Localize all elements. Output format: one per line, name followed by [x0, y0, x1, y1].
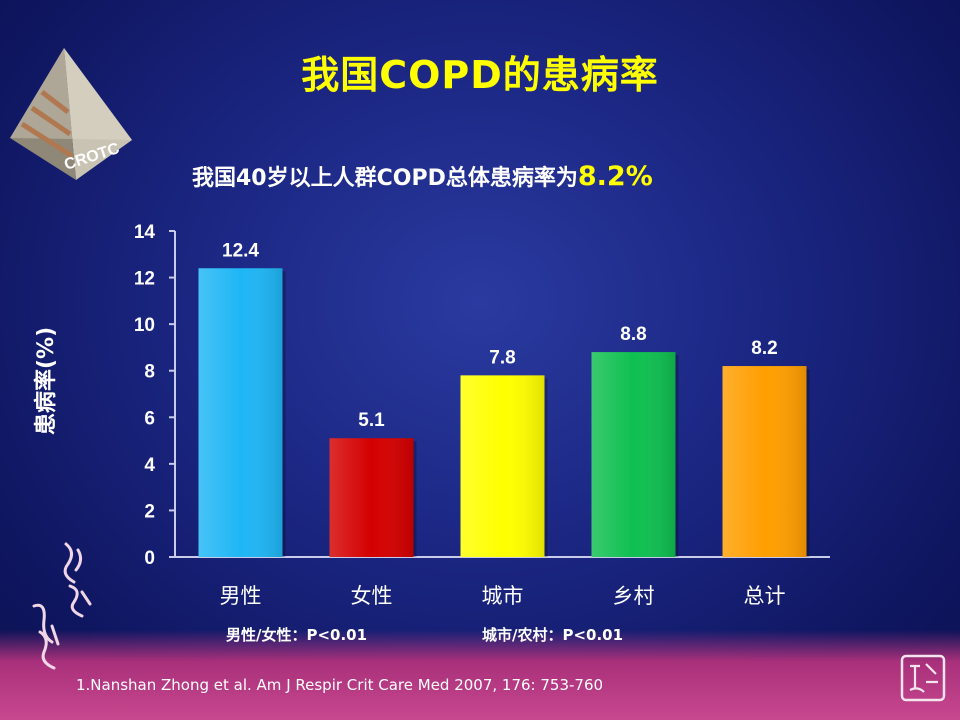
data-label: 7.8	[489, 347, 515, 368]
bar-highlight	[329, 438, 414, 557]
bar-highlight	[722, 366, 807, 557]
subtitle-main: 我国40岁以上人群COPD总体患病率为	[192, 166, 578, 191]
reference-citation: 1.Nanshan Zhong et al. Am J Respir Crit …	[76, 676, 604, 694]
y-tick-label: 14	[134, 222, 156, 243]
note-region: 城市/农村：P<0.01	[482, 626, 624, 644]
y-tick-label: 8	[144, 362, 155, 383]
y-tick-label: 12	[134, 269, 155, 290]
slide-title: 我国COPD的患病率	[301, 53, 659, 97]
x-tick-label: 乡村	[613, 584, 655, 608]
x-tick-label: 城市	[482, 584, 524, 608]
decorative-band	[0, 630, 960, 720]
bar-highlight	[198, 268, 283, 557]
data-label: 8.8	[620, 324, 646, 345]
y-tick-label: 4	[144, 455, 155, 476]
bar-highlight	[591, 352, 676, 557]
calligraphy-decoration	[32, 542, 92, 670]
crotc-logo: CROTC	[10, 48, 132, 180]
data-label: 12.4	[222, 240, 259, 261]
data-label: 5.1	[358, 410, 385, 431]
chart-subtitle: 我国40岁以上人群COPD总体患病率为8.2%	[192, 160, 653, 192]
seal-stamp	[900, 654, 946, 702]
subtitle-highlight: 8.2%	[577, 161, 653, 192]
x-tick-label: 女性	[351, 584, 393, 608]
y-tick-label: 0	[144, 548, 155, 569]
x-tick-label: 总计	[744, 584, 786, 608]
data-label: 8.2	[751, 338, 777, 359]
note-gender: 男性/女性：P<0.01	[226, 626, 368, 644]
y-tick-label: 6	[144, 408, 155, 429]
x-tick-label: 男性	[220, 584, 262, 608]
bar-highlight	[460, 375, 545, 557]
y-tick-label: 10	[134, 315, 155, 336]
y-tick-label: 2	[144, 501, 155, 522]
